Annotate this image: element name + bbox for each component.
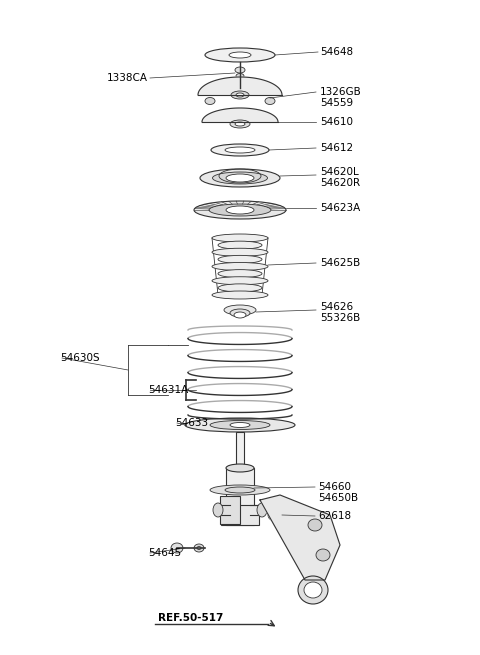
Ellipse shape xyxy=(226,464,254,472)
Ellipse shape xyxy=(185,418,295,432)
Bar xyxy=(220,496,240,524)
Ellipse shape xyxy=(298,576,328,604)
Ellipse shape xyxy=(225,147,255,153)
Text: 54648: 54648 xyxy=(320,47,353,57)
Ellipse shape xyxy=(210,421,270,430)
Ellipse shape xyxy=(218,270,262,278)
Text: 54650B: 54650B xyxy=(318,493,358,503)
Text: 54610: 54610 xyxy=(320,117,353,127)
Text: 54620L: 54620L xyxy=(320,167,359,177)
Ellipse shape xyxy=(212,277,268,285)
Text: 1326GB: 1326GB xyxy=(320,87,362,97)
Text: 54645: 54645 xyxy=(148,548,181,558)
Ellipse shape xyxy=(226,174,254,182)
Ellipse shape xyxy=(194,544,204,552)
Ellipse shape xyxy=(218,255,262,263)
Ellipse shape xyxy=(316,549,330,561)
Ellipse shape xyxy=(200,169,280,187)
Ellipse shape xyxy=(224,305,256,315)
Bar xyxy=(236,432,244,468)
Ellipse shape xyxy=(209,204,271,216)
Ellipse shape xyxy=(212,263,268,271)
Text: 54620R: 54620R xyxy=(320,178,360,188)
Ellipse shape xyxy=(230,422,250,428)
Ellipse shape xyxy=(236,73,244,79)
Polygon shape xyxy=(198,77,282,95)
Ellipse shape xyxy=(304,582,322,598)
Ellipse shape xyxy=(213,503,223,517)
Polygon shape xyxy=(260,495,340,580)
Text: 54631A: 54631A xyxy=(148,385,188,395)
Text: 54660: 54660 xyxy=(318,482,351,492)
Ellipse shape xyxy=(236,93,244,97)
Ellipse shape xyxy=(230,309,250,317)
Text: 54612: 54612 xyxy=(320,143,353,153)
Ellipse shape xyxy=(194,201,286,219)
Ellipse shape xyxy=(230,120,250,128)
Text: 55326B: 55326B xyxy=(320,313,360,323)
Ellipse shape xyxy=(257,503,267,517)
Polygon shape xyxy=(202,108,278,122)
Ellipse shape xyxy=(212,234,268,242)
Text: 54623A: 54623A xyxy=(320,203,360,213)
Ellipse shape xyxy=(205,48,275,62)
Ellipse shape xyxy=(218,241,262,249)
Ellipse shape xyxy=(171,543,183,553)
Ellipse shape xyxy=(210,485,270,495)
Ellipse shape xyxy=(265,98,275,105)
Ellipse shape xyxy=(229,52,251,58)
Bar xyxy=(221,505,259,525)
Text: 54630S: 54630S xyxy=(60,353,100,363)
Ellipse shape xyxy=(225,487,255,493)
Ellipse shape xyxy=(226,206,254,214)
Ellipse shape xyxy=(234,312,246,318)
Ellipse shape xyxy=(308,519,322,531)
Ellipse shape xyxy=(272,512,278,517)
Text: 62618: 62618 xyxy=(318,511,351,521)
Ellipse shape xyxy=(235,122,245,126)
Ellipse shape xyxy=(231,91,249,99)
Text: 54559: 54559 xyxy=(320,98,353,108)
Ellipse shape xyxy=(197,546,201,550)
Ellipse shape xyxy=(268,509,282,521)
Text: REF.50-517: REF.50-517 xyxy=(158,613,223,623)
Ellipse shape xyxy=(205,98,215,105)
Ellipse shape xyxy=(211,144,269,156)
Text: 54626: 54626 xyxy=(320,302,353,312)
Text: 54633: 54633 xyxy=(175,418,208,428)
Ellipse shape xyxy=(213,172,267,184)
Ellipse shape xyxy=(235,67,245,73)
Ellipse shape xyxy=(212,248,268,256)
Ellipse shape xyxy=(212,291,268,299)
Text: 54625B: 54625B xyxy=(320,258,360,268)
Ellipse shape xyxy=(218,284,262,292)
Bar xyxy=(226,468,254,525)
Text: 1338CA: 1338CA xyxy=(107,73,148,83)
